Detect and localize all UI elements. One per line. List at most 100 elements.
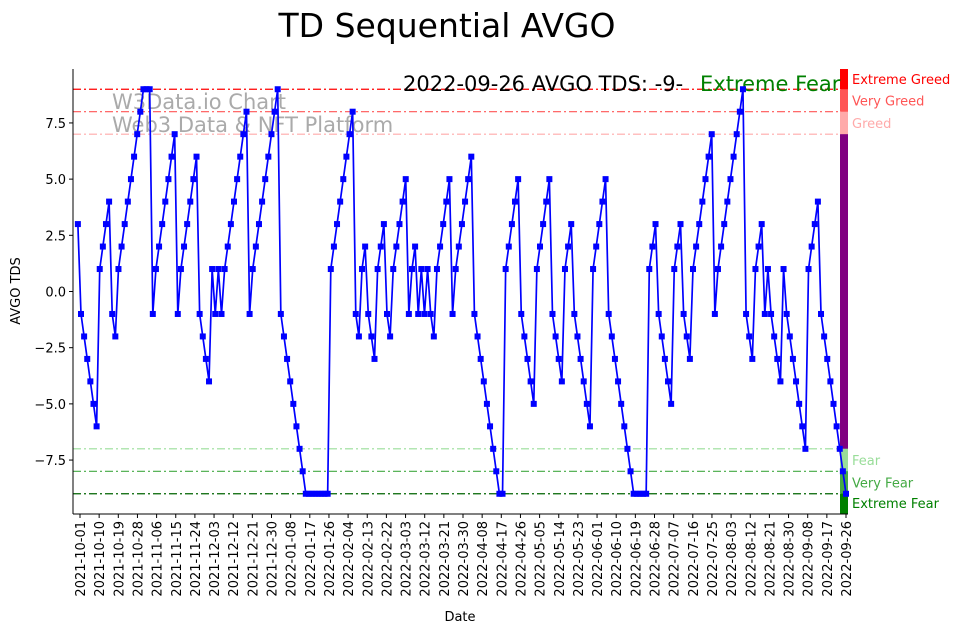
data-point <box>127 176 134 183</box>
data-point <box>533 266 540 273</box>
chart-subtitle: 2022-09-26 AVGO TDS: -9- <box>403 72 683 96</box>
data-point <box>118 243 125 250</box>
data-point <box>530 400 537 407</box>
data-point <box>802 445 809 452</box>
data-point <box>580 378 587 385</box>
data-point <box>799 423 806 430</box>
data-point <box>590 266 597 273</box>
data-point <box>583 400 590 407</box>
data-point <box>689 266 696 273</box>
zone-bar <box>840 493 848 514</box>
x-tick-label: 2022-01-17 <box>304 521 319 597</box>
x-tick-label: 2022-09-26 <box>840 521 855 597</box>
data-point <box>146 86 153 93</box>
data-point <box>334 221 341 228</box>
data-point <box>493 468 500 475</box>
data-point <box>490 445 497 452</box>
data-point <box>352 310 359 317</box>
x-tick-label: 2022-03-21 <box>438 521 453 597</box>
x-tick-label: 2022-06-10 <box>610 521 625 597</box>
data-point <box>121 221 128 228</box>
data-point <box>365 310 372 317</box>
x-tick-label: 2022-01-26 <box>323 521 338 597</box>
x-tick-label: 2022-09-17 <box>821 521 836 597</box>
data-point <box>280 333 287 340</box>
data-point <box>152 266 159 273</box>
data-point <box>487 423 494 430</box>
x-tick-label: 2022-06-28 <box>649 521 664 597</box>
data-point <box>324 490 331 497</box>
data-point <box>561 266 568 273</box>
x-tick-label: 2021-12-21 <box>246 521 261 597</box>
data-point <box>243 108 250 115</box>
x-tick-label: 2021-12-30 <box>266 521 281 597</box>
data-point <box>343 153 350 160</box>
data-point <box>830 400 837 407</box>
data-point <box>611 355 618 362</box>
data-point <box>618 400 625 407</box>
data-point <box>171 131 178 138</box>
data-point <box>693 243 700 250</box>
x-tick-label: 2022-08-03 <box>725 521 740 597</box>
data-point <box>746 333 753 340</box>
watermark-line-2: Web3 Data & NFT Platform <box>112 113 393 137</box>
data-point <box>206 378 213 385</box>
data-point <box>380 221 387 228</box>
data-point <box>102 221 109 228</box>
zone-label: Very Fear <box>852 477 914 492</box>
zone-label: Fear <box>852 454 881 469</box>
data-point <box>177 266 184 273</box>
data-point <box>571 310 578 317</box>
data-point <box>496 490 503 497</box>
data-point <box>437 243 444 250</box>
data-point <box>93 423 100 430</box>
data-point <box>134 131 141 138</box>
data-point <box>227 221 234 228</box>
data-point <box>605 310 612 317</box>
data-point <box>418 266 425 273</box>
data-point <box>824 355 831 362</box>
data-point <box>181 243 188 250</box>
data-point <box>446 176 453 183</box>
data-point <box>752 266 759 273</box>
data-point <box>90 400 97 407</box>
data-point <box>780 266 787 273</box>
data-point <box>240 131 247 138</box>
data-point <box>568 221 575 228</box>
x-tick-label: 2021-11-15 <box>170 521 185 597</box>
data-point <box>433 266 440 273</box>
data-point <box>714 266 721 273</box>
data-point <box>761 310 768 317</box>
data-point <box>99 243 106 250</box>
data-point <box>405 310 412 317</box>
data-point <box>721 221 728 228</box>
data-point <box>574 333 581 340</box>
data-point <box>777 378 784 385</box>
data-point <box>346 131 353 138</box>
data-point <box>455 243 462 250</box>
zone-bar <box>840 89 848 112</box>
data-point <box>465 176 472 183</box>
data-point <box>268 131 275 138</box>
data-point <box>149 310 156 317</box>
data-point <box>74 221 81 228</box>
data-point <box>396 221 403 228</box>
data-point <box>655 310 662 317</box>
data-point <box>371 355 378 362</box>
x-tick-label: 2021-12-12 <box>227 521 242 597</box>
x-tick-label: 2022-01-08 <box>285 521 300 597</box>
data-point <box>627 468 634 475</box>
data-point <box>196 310 203 317</box>
data-point <box>608 333 615 340</box>
x-tick-label: 2022-07-07 <box>668 521 683 597</box>
zone-label: Extreme Fear <box>852 497 940 512</box>
x-tick-label: 2022-06-01 <box>591 521 606 597</box>
data-point <box>546 176 553 183</box>
y-tick-label: 0.0 <box>45 286 66 301</box>
data-point <box>84 355 91 362</box>
data-point <box>337 198 344 205</box>
x-tick-label: 2022-09-08 <box>802 521 817 597</box>
data-point <box>512 198 519 205</box>
x-axis-label: Date <box>444 610 475 625</box>
data-point <box>818 310 825 317</box>
